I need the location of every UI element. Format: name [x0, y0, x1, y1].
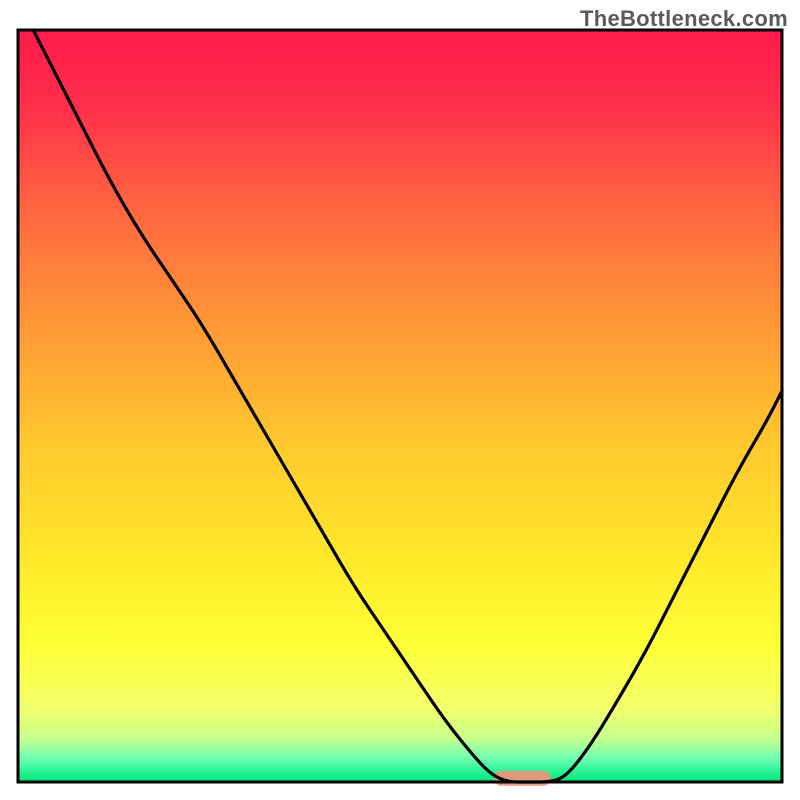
- chart-svg: [0, 0, 800, 800]
- bottleneck-chart: TheBottleneck.com: [0, 0, 800, 800]
- watermark-text: TheBottleneck.com: [580, 6, 788, 32]
- gradient-background: [18, 30, 782, 782]
